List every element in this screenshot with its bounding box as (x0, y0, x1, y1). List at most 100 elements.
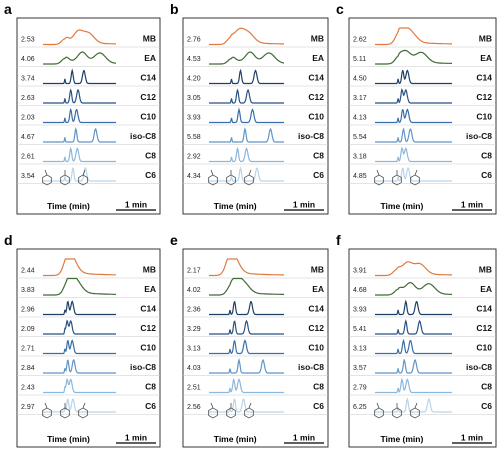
retention-value: 3.13 (353, 346, 367, 353)
row-label: MB (143, 265, 156, 275)
benzene-ring-icon (208, 407, 218, 419)
benzene-ring-icon (244, 174, 254, 186)
trace-row: 2.56 C6 (183, 398, 328, 415)
scale-bar-label: 1 min (461, 433, 483, 443)
trace-row: 4.03 iso-C8 (183, 357, 328, 376)
trace-line (43, 88, 116, 104)
x-axis-label: Time (min) (47, 201, 90, 211)
trace-line (43, 127, 116, 143)
panel-frame (182, 248, 329, 448)
retention-value: 2.71 (21, 346, 35, 353)
trace-line (209, 258, 284, 277)
trace-line (375, 49, 452, 65)
x-axis-label: Time (min) (214, 201, 257, 211)
retention-value: 4.06 (21, 56, 35, 63)
trace-row: 4.50 C14 (349, 69, 496, 87)
trace-row: 6.25 C6 (349, 397, 496, 415)
trace-row: 2.84 iso-C8 (17, 358, 160, 376)
substituent-bond (248, 169, 252, 176)
row-label: C8 (145, 382, 156, 392)
trace-line (209, 300, 284, 316)
scale-bar-label: 1 min (125, 433, 147, 443)
row-label: C14 (308, 304, 324, 314)
benzene-ring-icon (374, 174, 384, 186)
row-label: EA (480, 53, 492, 63)
scale-bar-label: 1 min (293, 200, 315, 210)
trace-line (43, 68, 116, 85)
retention-value: 4.67 (21, 134, 35, 141)
retention-value: 5.58 (187, 134, 201, 141)
panel-letter: b (170, 1, 179, 17)
trace-row: 3.54 C6 (17, 166, 160, 184)
trace-line (209, 339, 284, 355)
trace-line (43, 300, 116, 316)
trace-row: 2.43 C8 (17, 378, 160, 396)
row-label: C14 (476, 73, 492, 83)
retention-value: 3.17 (353, 95, 367, 102)
retention-value: 3.74 (21, 76, 35, 83)
substituent-bond (82, 402, 86, 409)
trace-row: 2.51 C8 (183, 378, 328, 396)
retention-value: 2.53 (21, 37, 35, 44)
retention-value: 2.62 (353, 37, 367, 44)
retention-value: 4.13 (353, 115, 367, 122)
x-axis-label: Time (min) (381, 201, 424, 211)
trace-line (209, 107, 284, 124)
trace-row: 4.85 C6 (349, 166, 496, 184)
trace-row: 4.06 EA (17, 51, 160, 67)
substituent-bond (210, 169, 214, 176)
scale-bar-label: 1 min (125, 200, 147, 210)
retention-value: 2.63 (21, 95, 35, 102)
trace-row: 3.74 C14 (17, 68, 160, 87)
row-label: EA (480, 284, 492, 294)
retention-value: 4.03 (187, 365, 201, 372)
row-label: C6 (145, 401, 156, 411)
retention-value: 3.29 (187, 326, 201, 333)
panel-frame (16, 17, 161, 215)
row-label: C10 (476, 343, 492, 353)
row-label: C8 (145, 151, 156, 161)
panel-frame (348, 17, 497, 215)
trace-line (43, 51, 116, 65)
trace-line (375, 146, 452, 163)
benzene-ring-icon (392, 407, 402, 419)
row-label: C6 (481, 401, 492, 411)
benzene-ring-icon (78, 407, 88, 419)
trace-line (375, 108, 452, 124)
trace-row: 2.97 C6 (17, 398, 160, 415)
retention-value: 2.79 (353, 385, 367, 392)
trace-line (43, 358, 116, 374)
trace-row: 3.91 MB (349, 261, 496, 279)
trace-row: 2.09 C12 (17, 319, 160, 337)
row-label: iso-C8 (130, 362, 156, 372)
trace-line (375, 166, 452, 182)
trace-row: 2.63 C12 (17, 88, 160, 106)
trace-row: 4.53 EA (183, 51, 328, 67)
row-label: iso-C8 (298, 362, 324, 372)
trace-line (209, 27, 284, 46)
trace-row: 2.76 MB (183, 27, 328, 48)
retention-value: 2.51 (187, 385, 201, 392)
retention-value: 4.85 (353, 173, 367, 180)
retention-value: 3.05 (187, 95, 201, 102)
panel-frame (16, 248, 161, 448)
trace-row: 3.29 C12 (183, 319, 328, 337)
row-label: EA (312, 284, 324, 294)
substituent-bond (44, 402, 48, 409)
trace-line (375, 261, 452, 277)
trace-row: 4.20 C14 (183, 68, 328, 87)
retention-value: 5.11 (353, 56, 366, 63)
row-label: C10 (308, 112, 324, 122)
benzene-ring-icon (226, 174, 236, 186)
row-label: MB (311, 34, 324, 44)
retention-value: 2.61 (21, 154, 35, 161)
trace-line (375, 27, 452, 46)
row-label: C8 (481, 151, 492, 161)
row-label: C10 (140, 112, 156, 122)
trace-line (375, 377, 452, 394)
row-label: EA (144, 53, 156, 63)
trace-line (209, 277, 284, 296)
trace-row: 5.58 iso-C8 (183, 127, 328, 145)
trace-row: 2.96 C14 (17, 300, 160, 318)
trace-row: 5.54 iso-C8 (349, 127, 496, 145)
